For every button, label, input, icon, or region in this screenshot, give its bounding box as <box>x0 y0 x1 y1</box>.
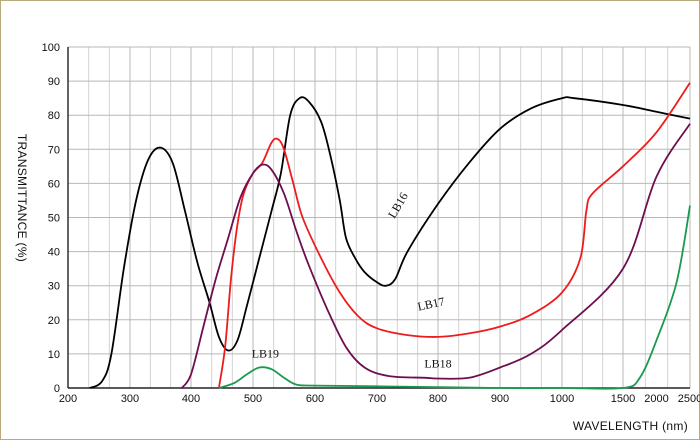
y-tick-label: 70 <box>48 144 60 156</box>
grid <box>67 46 691 389</box>
y-tick-label: 60 <box>48 178 60 190</box>
series-label-lb17: LB17 <box>416 294 446 313</box>
x-tick-label: 600 <box>306 393 324 405</box>
tick-labels: 0 10 20 30 40 50 60 70 80 90 100 200 300 400 500 600 700… <box>42 42 700 405</box>
y-tick-label: 50 <box>48 213 60 225</box>
series-line-lb16 <box>89 96 691 389</box>
x-tick-label: 2000 <box>644 393 668 405</box>
x-tick-label: 500 <box>244 393 262 405</box>
x-tick-label: 300 <box>121 393 139 405</box>
x-tick-label: 1500 <box>611 393 635 405</box>
series-line-lb17 <box>218 82 691 389</box>
x-tick-label: 400 <box>182 393 200 405</box>
y-tick-label: 30 <box>48 281 60 293</box>
series-label-lb16: LB16 <box>385 190 411 221</box>
y-tick-label: 90 <box>48 76 60 88</box>
y-tick-label: 20 <box>48 315 60 327</box>
series-line-lb19 <box>218 205 691 390</box>
x-tick-label: 700 <box>368 393 386 405</box>
x-tick-label: 800 <box>429 393 447 405</box>
x-tick-label: 200 <box>59 393 77 405</box>
x-tick-label: 1000 <box>550 393 574 405</box>
y-tick-label: 0 <box>54 383 60 395</box>
series-line-lb18 <box>181 123 691 389</box>
y-tick-label: 80 <box>48 110 60 122</box>
x-axis-label: WAVELENGTH (nm) <box>573 419 688 433</box>
y-tick-label: 40 <box>48 247 60 259</box>
series-label-lb18: LB18 <box>424 357 451 371</box>
y-axis-label: TRANSMITTANCE (%) <box>15 134 29 262</box>
x-tick-label: 2500 <box>678 393 700 405</box>
x-tick-label: 900 <box>491 393 509 405</box>
y-tick-label: 100 <box>42 42 60 54</box>
series-label-lb19: LB19 <box>252 346 279 360</box>
y-tick-label: 10 <box>48 349 60 361</box>
series-lines <box>89 82 691 390</box>
